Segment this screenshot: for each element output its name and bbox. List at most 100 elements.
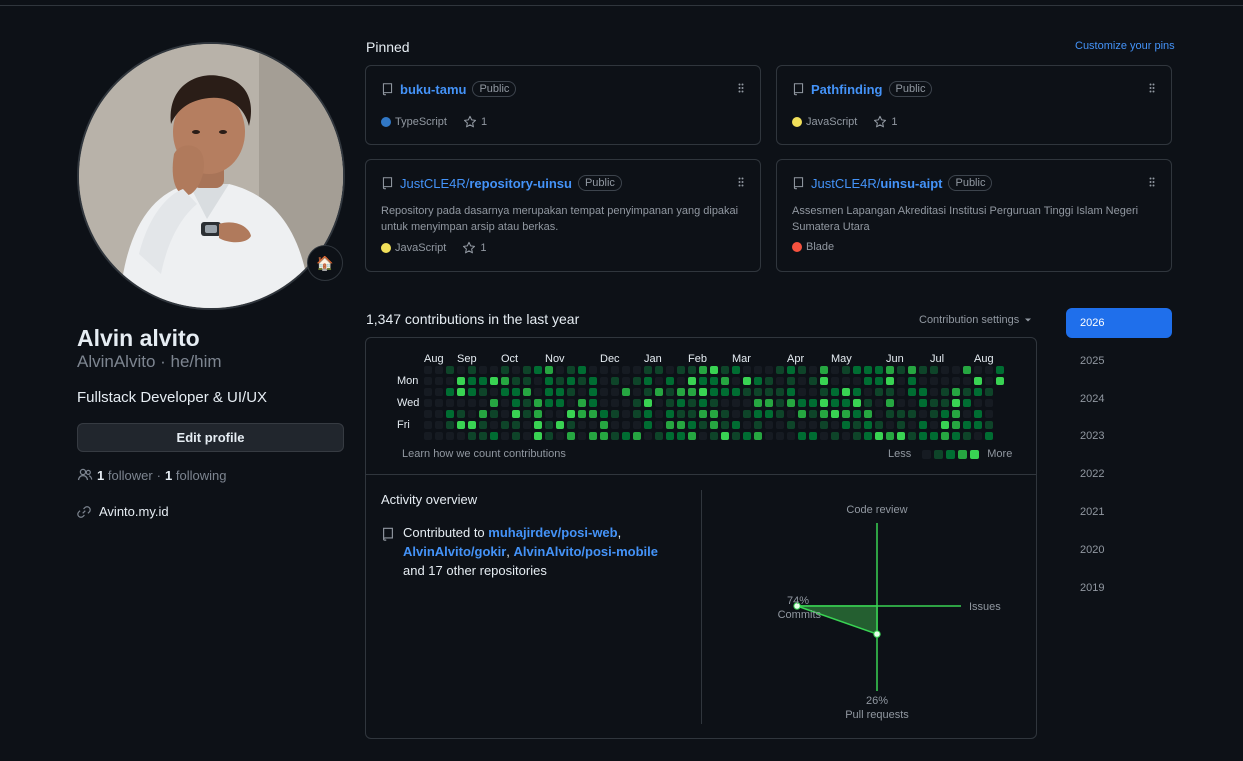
contribution-day-cell[interactable] <box>853 432 861 440</box>
contribution-day-cell[interactable] <box>666 366 674 374</box>
contribution-day-cell[interactable] <box>710 421 718 429</box>
contribution-day-cell[interactable] <box>798 399 806 407</box>
contribution-day-cell[interactable] <box>578 377 586 385</box>
contribution-day-cell[interactable] <box>446 399 454 407</box>
contribution-day-cell[interactable] <box>897 432 905 440</box>
contribution-day-cell[interactable] <box>831 366 839 374</box>
contribution-day-cell[interactable] <box>435 399 443 407</box>
contribution-day-cell[interactable] <box>842 377 850 385</box>
contribution-day-cell[interactable] <box>831 399 839 407</box>
contribution-day-cell[interactable] <box>776 410 784 418</box>
contribution-day-cell[interactable] <box>677 432 685 440</box>
contribution-day-cell[interactable] <box>875 410 883 418</box>
contribution-day-cell[interactable] <box>622 377 630 385</box>
contribution-day-cell[interactable] <box>776 377 784 385</box>
contribution-day-cell[interactable] <box>534 399 542 407</box>
contribution-day-cell[interactable] <box>600 388 608 396</box>
contribution-day-cell[interactable] <box>622 388 630 396</box>
contribution-day-cell[interactable] <box>897 388 905 396</box>
contribution-day-cell[interactable] <box>545 421 553 429</box>
contribution-day-cell[interactable] <box>611 366 619 374</box>
repo-stars-link[interactable]: 1 <box>463 115 487 129</box>
contribution-day-cell[interactable] <box>908 377 916 385</box>
contribution-day-cell[interactable] <box>589 377 597 385</box>
contribution-day-cell[interactable] <box>853 421 861 429</box>
contribution-day-cell[interactable] <box>424 421 432 429</box>
contribution-day-cell[interactable] <box>908 366 916 374</box>
contribution-day-cell[interactable] <box>424 410 432 418</box>
contribution-day-cell[interactable] <box>721 421 729 429</box>
contribution-day-cell[interactable] <box>578 432 586 440</box>
contribution-day-cell[interactable] <box>754 388 762 396</box>
repo-name-link[interactable]: buku-tamu <box>400 82 466 97</box>
year-link-2024[interactable]: 2024 <box>1080 392 1105 405</box>
contribution-day-cell[interactable] <box>820 377 828 385</box>
contribution-day-cell[interactable] <box>479 399 487 407</box>
contribution-day-cell[interactable] <box>875 366 883 374</box>
contribution-day-cell[interactable] <box>622 410 630 418</box>
contribution-day-cell[interactable] <box>765 410 773 418</box>
year-link-2019[interactable]: 2019 <box>1080 581 1105 594</box>
contribution-day-cell[interactable] <box>721 410 729 418</box>
contribution-day-cell[interactable] <box>457 432 465 440</box>
contribution-day-cell[interactable] <box>435 421 443 429</box>
contribution-day-cell[interactable] <box>809 421 817 429</box>
contributed-repo-link[interactable]: AlvinAlvito/gokir <box>403 544 507 559</box>
contribution-day-cell[interactable] <box>633 432 641 440</box>
contribution-day-cell[interactable] <box>611 410 619 418</box>
contribution-day-cell[interactable] <box>567 432 575 440</box>
contribution-day-cell[interactable] <box>479 377 487 385</box>
repo-name-link[interactable]: JustCLE4R/repository-uinsu <box>400 176 572 191</box>
contribution-day-cell[interactable] <box>699 399 707 407</box>
contribution-day-cell[interactable] <box>864 432 872 440</box>
contribution-day-cell[interactable] <box>765 399 773 407</box>
contribution-day-cell[interactable] <box>930 410 938 418</box>
website-link[interactable]: Avinto.my.id <box>99 504 169 519</box>
contribution-day-cell[interactable] <box>534 421 542 429</box>
contribution-day-cell[interactable] <box>578 421 586 429</box>
contribution-day-cell[interactable] <box>897 377 905 385</box>
contribution-day-cell[interactable] <box>787 366 795 374</box>
contribution-day-cell[interactable] <box>589 388 597 396</box>
contribution-day-cell[interactable] <box>853 377 861 385</box>
contribution-day-cell[interactable] <box>798 377 806 385</box>
contribution-day-cell[interactable] <box>523 366 531 374</box>
year-link-2020[interactable]: 2020 <box>1080 543 1105 556</box>
contribution-day-cell[interactable] <box>941 432 949 440</box>
contribution-day-cell[interactable] <box>754 421 762 429</box>
contribution-day-cell[interactable] <box>919 366 927 374</box>
contribution-day-cell[interactable] <box>842 421 850 429</box>
repo-name-link[interactable]: Pathfinding <box>811 82 883 97</box>
avatar[interactable] <box>77 42 345 310</box>
contribution-day-cell[interactable] <box>578 399 586 407</box>
contribution-day-cell[interactable] <box>743 366 751 374</box>
contribution-day-cell[interactable] <box>501 432 509 440</box>
contribution-day-cell[interactable] <box>446 432 454 440</box>
contribution-day-cell[interactable] <box>424 377 432 385</box>
contribution-day-cell[interactable] <box>457 421 465 429</box>
contribution-day-cell[interactable] <box>721 432 729 440</box>
contribution-day-cell[interactable] <box>633 366 641 374</box>
contribution-day-cell[interactable] <box>875 388 883 396</box>
contribution-day-cell[interactable] <box>600 399 608 407</box>
contribution-day-cell[interactable] <box>743 421 751 429</box>
contribution-day-cell[interactable] <box>479 366 487 374</box>
contribution-day-cell[interactable] <box>556 399 564 407</box>
contribution-day-cell[interactable] <box>457 410 465 418</box>
contribution-day-cell[interactable] <box>600 421 608 429</box>
contribution-day-cell[interactable] <box>809 432 817 440</box>
contribution-day-cell[interactable] <box>941 421 949 429</box>
contribution-day-cell[interactable] <box>655 377 663 385</box>
contribution-day-cell[interactable] <box>534 388 542 396</box>
contribution-day-cell[interactable] <box>512 399 520 407</box>
contribution-day-cell[interactable] <box>479 410 487 418</box>
contribution-day-cell[interactable] <box>644 388 652 396</box>
contributed-repo-link[interactable]: AlvinAlvito/posi-mobile <box>513 544 658 559</box>
contribution-day-cell[interactable] <box>644 421 652 429</box>
contribution-day-cell[interactable] <box>952 377 960 385</box>
contribution-day-cell[interactable] <box>512 432 520 440</box>
contribution-day-cell[interactable] <box>875 399 883 407</box>
contribution-day-cell[interactable] <box>743 410 751 418</box>
contribution-day-cell[interactable] <box>864 410 872 418</box>
contribution-day-cell[interactable] <box>424 432 432 440</box>
